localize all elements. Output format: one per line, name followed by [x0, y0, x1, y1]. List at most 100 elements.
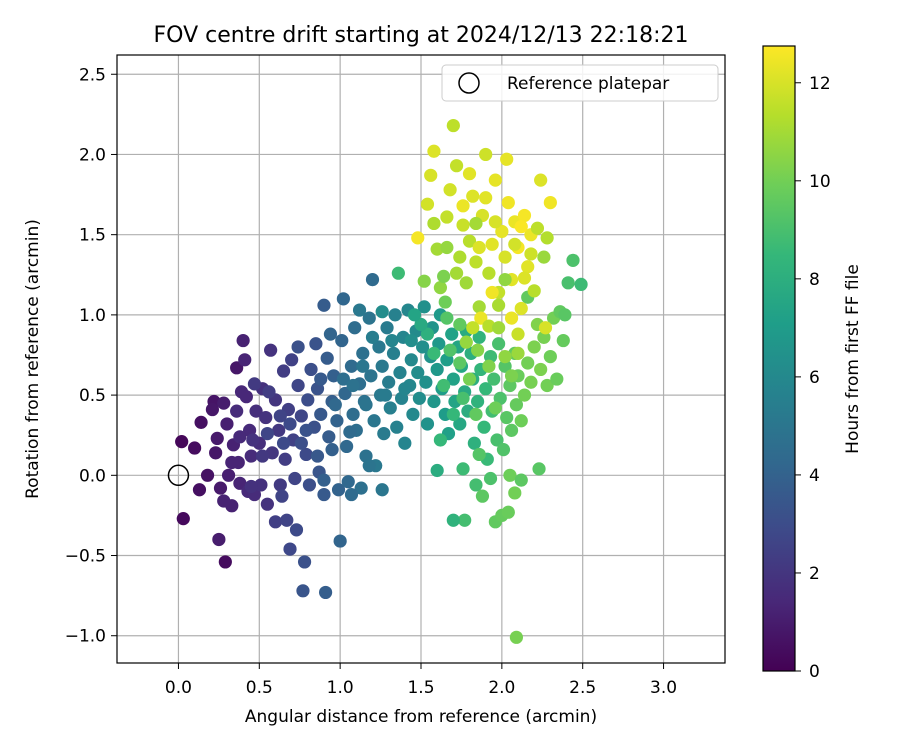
scatter-point	[474, 311, 488, 325]
colorbar-tick-label: 2	[809, 564, 820, 584]
scatter-point	[420, 327, 435, 341]
scatter-point	[456, 462, 470, 476]
scatter-point	[561, 276, 575, 290]
scatter-point	[283, 542, 297, 556]
scatter-point	[472, 240, 486, 255]
scatter-point	[517, 388, 532, 402]
y-tick-label: 0.0	[79, 466, 106, 486]
scatter-point	[430, 362, 444, 377]
colorbar-label: Hours from first FF file	[843, 264, 863, 454]
scatter-point	[482, 319, 496, 333]
scatter-point	[336, 372, 350, 386]
scatter-point	[530, 221, 545, 235]
scatter-point	[276, 364, 291, 378]
scatter-point	[278, 452, 292, 466]
scatter-point	[498, 349, 512, 364]
scatter-point	[449, 266, 464, 280]
scatter-point	[273, 478, 287, 492]
scatter-point	[462, 167, 477, 181]
scatter-point	[443, 183, 457, 197]
scatter-point	[276, 436, 291, 450]
scatter-point	[509, 398, 524, 412]
scatter-point	[304, 362, 318, 377]
scatter-point	[254, 478, 268, 492]
scatter-point	[391, 266, 405, 280]
y-tick-label: −0.5	[65, 547, 106, 567]
scatter-point	[398, 382, 412, 396]
scatter-point	[414, 317, 428, 332]
scatter-point	[225, 455, 239, 470]
scatter-point	[299, 447, 313, 462]
scatter-point	[440, 311, 454, 325]
y-tick-label: 2.5	[79, 65, 106, 85]
scatter-point	[302, 478, 317, 492]
scatter-point	[352, 303, 367, 317]
scatter-point	[264, 343, 278, 357]
scatter-point	[487, 372, 501, 386]
scatter-point	[496, 443, 511, 457]
scatter-point	[344, 487, 359, 502]
scatter-point	[200, 468, 215, 482]
scatter-point	[521, 356, 535, 370]
scatter-point	[472, 447, 486, 462]
scatter-point	[297, 555, 312, 569]
scatter-point	[458, 513, 472, 527]
y-tick-label: −1.0	[65, 627, 106, 647]
scatter-point	[427, 346, 441, 360]
scatter-point	[411, 366, 425, 380]
scatter-point	[456, 391, 470, 405]
scatter-point	[317, 298, 331, 312]
scatter-point	[318, 585, 333, 600]
scatter-point	[309, 337, 323, 351]
scatter-point	[296, 584, 310, 598]
scatter-point	[365, 330, 380, 344]
scatter-point	[294, 436, 308, 450]
scatter-point	[385, 333, 399, 348]
scatter-point	[509, 630, 524, 644]
scatter-point	[475, 489, 490, 503]
scatter-point	[511, 327, 525, 341]
scatter-point	[330, 414, 344, 428]
scatter-point	[406, 407, 420, 421]
scatter-point	[356, 359, 370, 373]
scatter-point	[411, 231, 425, 245]
scatter-point	[272, 423, 286, 437]
scatter-point	[514, 414, 528, 428]
colorbar: 0 2 4 6 8 10 12 Hours from first FF file	[762, 45, 863, 682]
scatter-point	[453, 356, 467, 370]
scatter-point	[433, 281, 448, 295]
scatter-point	[427, 216, 441, 231]
legend-box	[441, 64, 719, 102]
scatter-point	[310, 449, 325, 463]
scatter-point	[364, 369, 378, 383]
scatter-point	[230, 404, 244, 418]
scatter-point	[378, 388, 393, 402]
scatter-point	[534, 362, 548, 377]
scatter-point	[504, 311, 519, 325]
scatter-point	[280, 513, 294, 527]
scatter-point	[540, 231, 554, 245]
scatter-point	[236, 333, 250, 348]
x-tick-label: 0.0	[165, 678, 192, 698]
scatter-point	[314, 407, 328, 421]
scatter-point	[419, 375, 433, 389]
scatter-point	[427, 394, 441, 409]
scatter-point	[479, 191, 493, 205]
x-tick-label: 2.0	[488, 678, 515, 698]
scatter-point	[498, 250, 512, 264]
y-tick-label: 1.0	[79, 306, 106, 326]
y-tick-label: 1.5	[79, 226, 106, 246]
scatter-point	[356, 346, 370, 360]
scatter-point	[456, 218, 470, 232]
legend-label: Reference platepar	[507, 74, 669, 94]
colorbar-ticks: 0 2 4 6 8 10 12	[795, 74, 831, 682]
scatter-point	[500, 152, 514, 166]
scatter-point	[417, 274, 431, 288]
scatter-point	[538, 321, 553, 335]
scatter-point	[420, 417, 435, 431]
scatter-point	[291, 378, 305, 393]
scatter-point	[288, 471, 302, 486]
scatter-point	[430, 463, 444, 478]
scatter-point	[404, 353, 418, 367]
